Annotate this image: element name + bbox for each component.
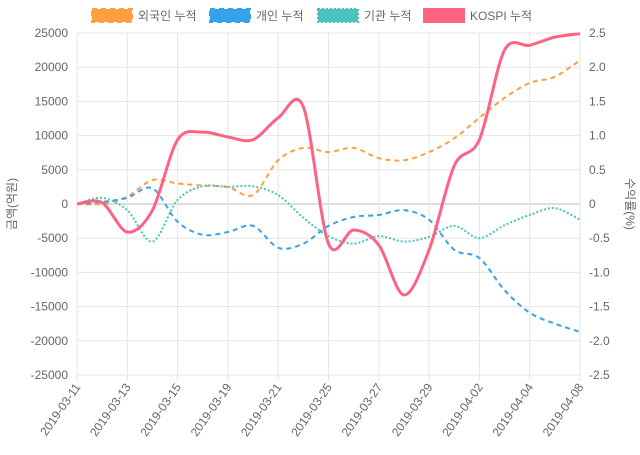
y-tick-label: 5000 (41, 163, 68, 177)
y2-tick-label: -1.5 (589, 300, 610, 314)
series-line-3 (76, 32, 581, 297)
legend-swatch (423, 8, 465, 23)
x-tick-label: 2019-04-04 (489, 380, 536, 439)
y-tick-label: 0 (61, 197, 68, 211)
legend: 외국인 누적 개인 누적 기관 누적 KOSPI 누적 (91, 8, 532, 23)
y2-tick-label: -0.5 (589, 231, 610, 245)
y-tick-label: 15000 (35, 94, 69, 108)
y2-tick-label: -2.5 (589, 368, 610, 382)
x-tick-label: 2019-03-21 (238, 380, 285, 439)
legend-item[interactable]: 개인 누적 (209, 8, 304, 23)
y2-tick-label: -1.0 (589, 265, 610, 279)
legend-swatch (209, 8, 251, 23)
series-line-0 (76, 59, 581, 206)
legend-label: 외국인 누적 (138, 9, 197, 23)
x-tick-label: 2019-04-02 (439, 380, 486, 439)
x-tick-label: 2019-03-25 (288, 380, 335, 439)
series-line-2 (76, 184, 581, 245)
y-tick-label: -10000 (31, 265, 69, 279)
y-tick-label: -15000 (31, 300, 69, 314)
x-tick-label: 2019-03-15 (137, 380, 184, 439)
legend-label: 개인 누적 (256, 9, 304, 23)
y-tick-label: 20000 (35, 60, 69, 74)
x-tick-label: 2019-03-13 (87, 380, 134, 439)
legend-item[interactable]: KOSPI 누적 (423, 8, 532, 23)
legend-label: 기관 누적 (364, 9, 412, 23)
y2-tick-label: 2.0 (589, 60, 606, 74)
y-tick-label: -20000 (31, 334, 69, 348)
x-tick-label: 2019-03-11 (37, 380, 83, 438)
y-tick-label: -25000 (31, 368, 69, 382)
x-tick-label: 2019-03-27 (339, 380, 386, 439)
y2-axis-title: 수익률(%) (623, 178, 637, 230)
y2-tick-label: 1.5 (589, 94, 606, 108)
y-tick-label: -5000 (37, 231, 68, 245)
y2-tick-label: 1.0 (589, 129, 606, 143)
series-line-1 (76, 186, 581, 333)
y2-tick-label: 2.5 (589, 26, 606, 40)
y-axis-title: 금액(억원) (5, 178, 19, 230)
legend-swatch (91, 8, 133, 23)
x-tick-label: 2019-04-08 (540, 380, 587, 439)
y2-tick-label: -2.0 (589, 334, 610, 348)
legend-item[interactable]: 외국인 누적 (91, 8, 197, 23)
y2-tick-label: 0 (589, 197, 596, 211)
y-tick-label: 10000 (35, 129, 69, 143)
grid (76, 32, 581, 381)
x-tick-label: 2019-03-19 (188, 380, 235, 439)
y2-tick-label: 0.5 (589, 163, 606, 177)
legend-item[interactable]: 기관 누적 (317, 8, 412, 23)
x-tick-label: 2019-03-29 (389, 380, 436, 439)
legend-label: KOSPI 누적 (470, 9, 532, 23)
series-lines (76, 32, 581, 333)
y-tick-label: 25000 (35, 26, 69, 40)
legend-swatch (317, 8, 359, 23)
